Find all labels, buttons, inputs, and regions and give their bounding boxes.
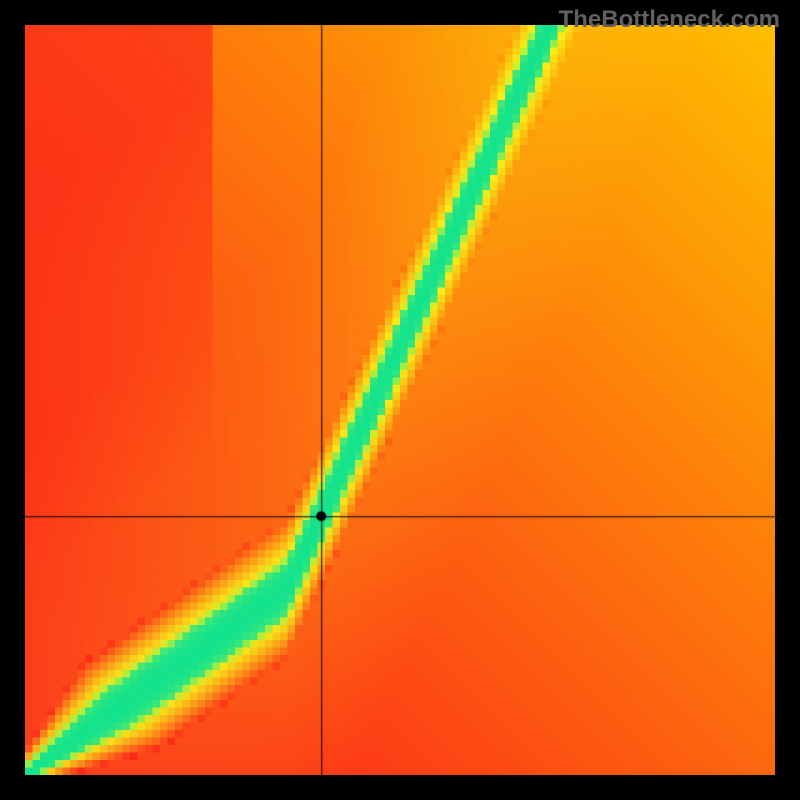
chart-container: { "meta": { "source_watermark": "TheBott… [0, 0, 800, 800]
watermark-text: TheBottleneck.com [559, 6, 780, 34]
bottleneck-heatmap [25, 25, 775, 775]
